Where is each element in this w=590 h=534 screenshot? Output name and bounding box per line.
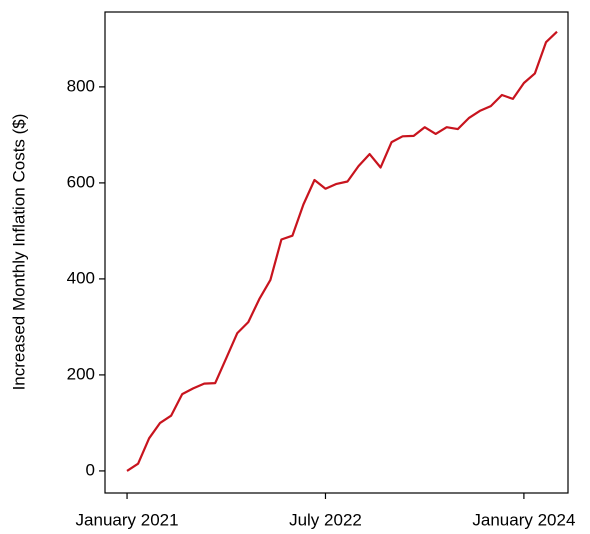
- y-tick-label: 800: [67, 76, 95, 95]
- x-tick-label: January 2021: [76, 510, 179, 529]
- y-axis-label: Increased Monthly Inflation Costs ($): [9, 114, 28, 391]
- y-tick-label: 600: [67, 172, 95, 191]
- x-tick-label: January 2024: [472, 510, 575, 529]
- plot-frame: [104, 11, 569, 494]
- line: [126, 30, 558, 472]
- y-tick-label: 400: [67, 268, 95, 287]
- y-tick-label: 0: [86, 460, 95, 479]
- y-tick-label: 200: [67, 364, 95, 383]
- x-tick-label: July 2022: [289, 510, 362, 529]
